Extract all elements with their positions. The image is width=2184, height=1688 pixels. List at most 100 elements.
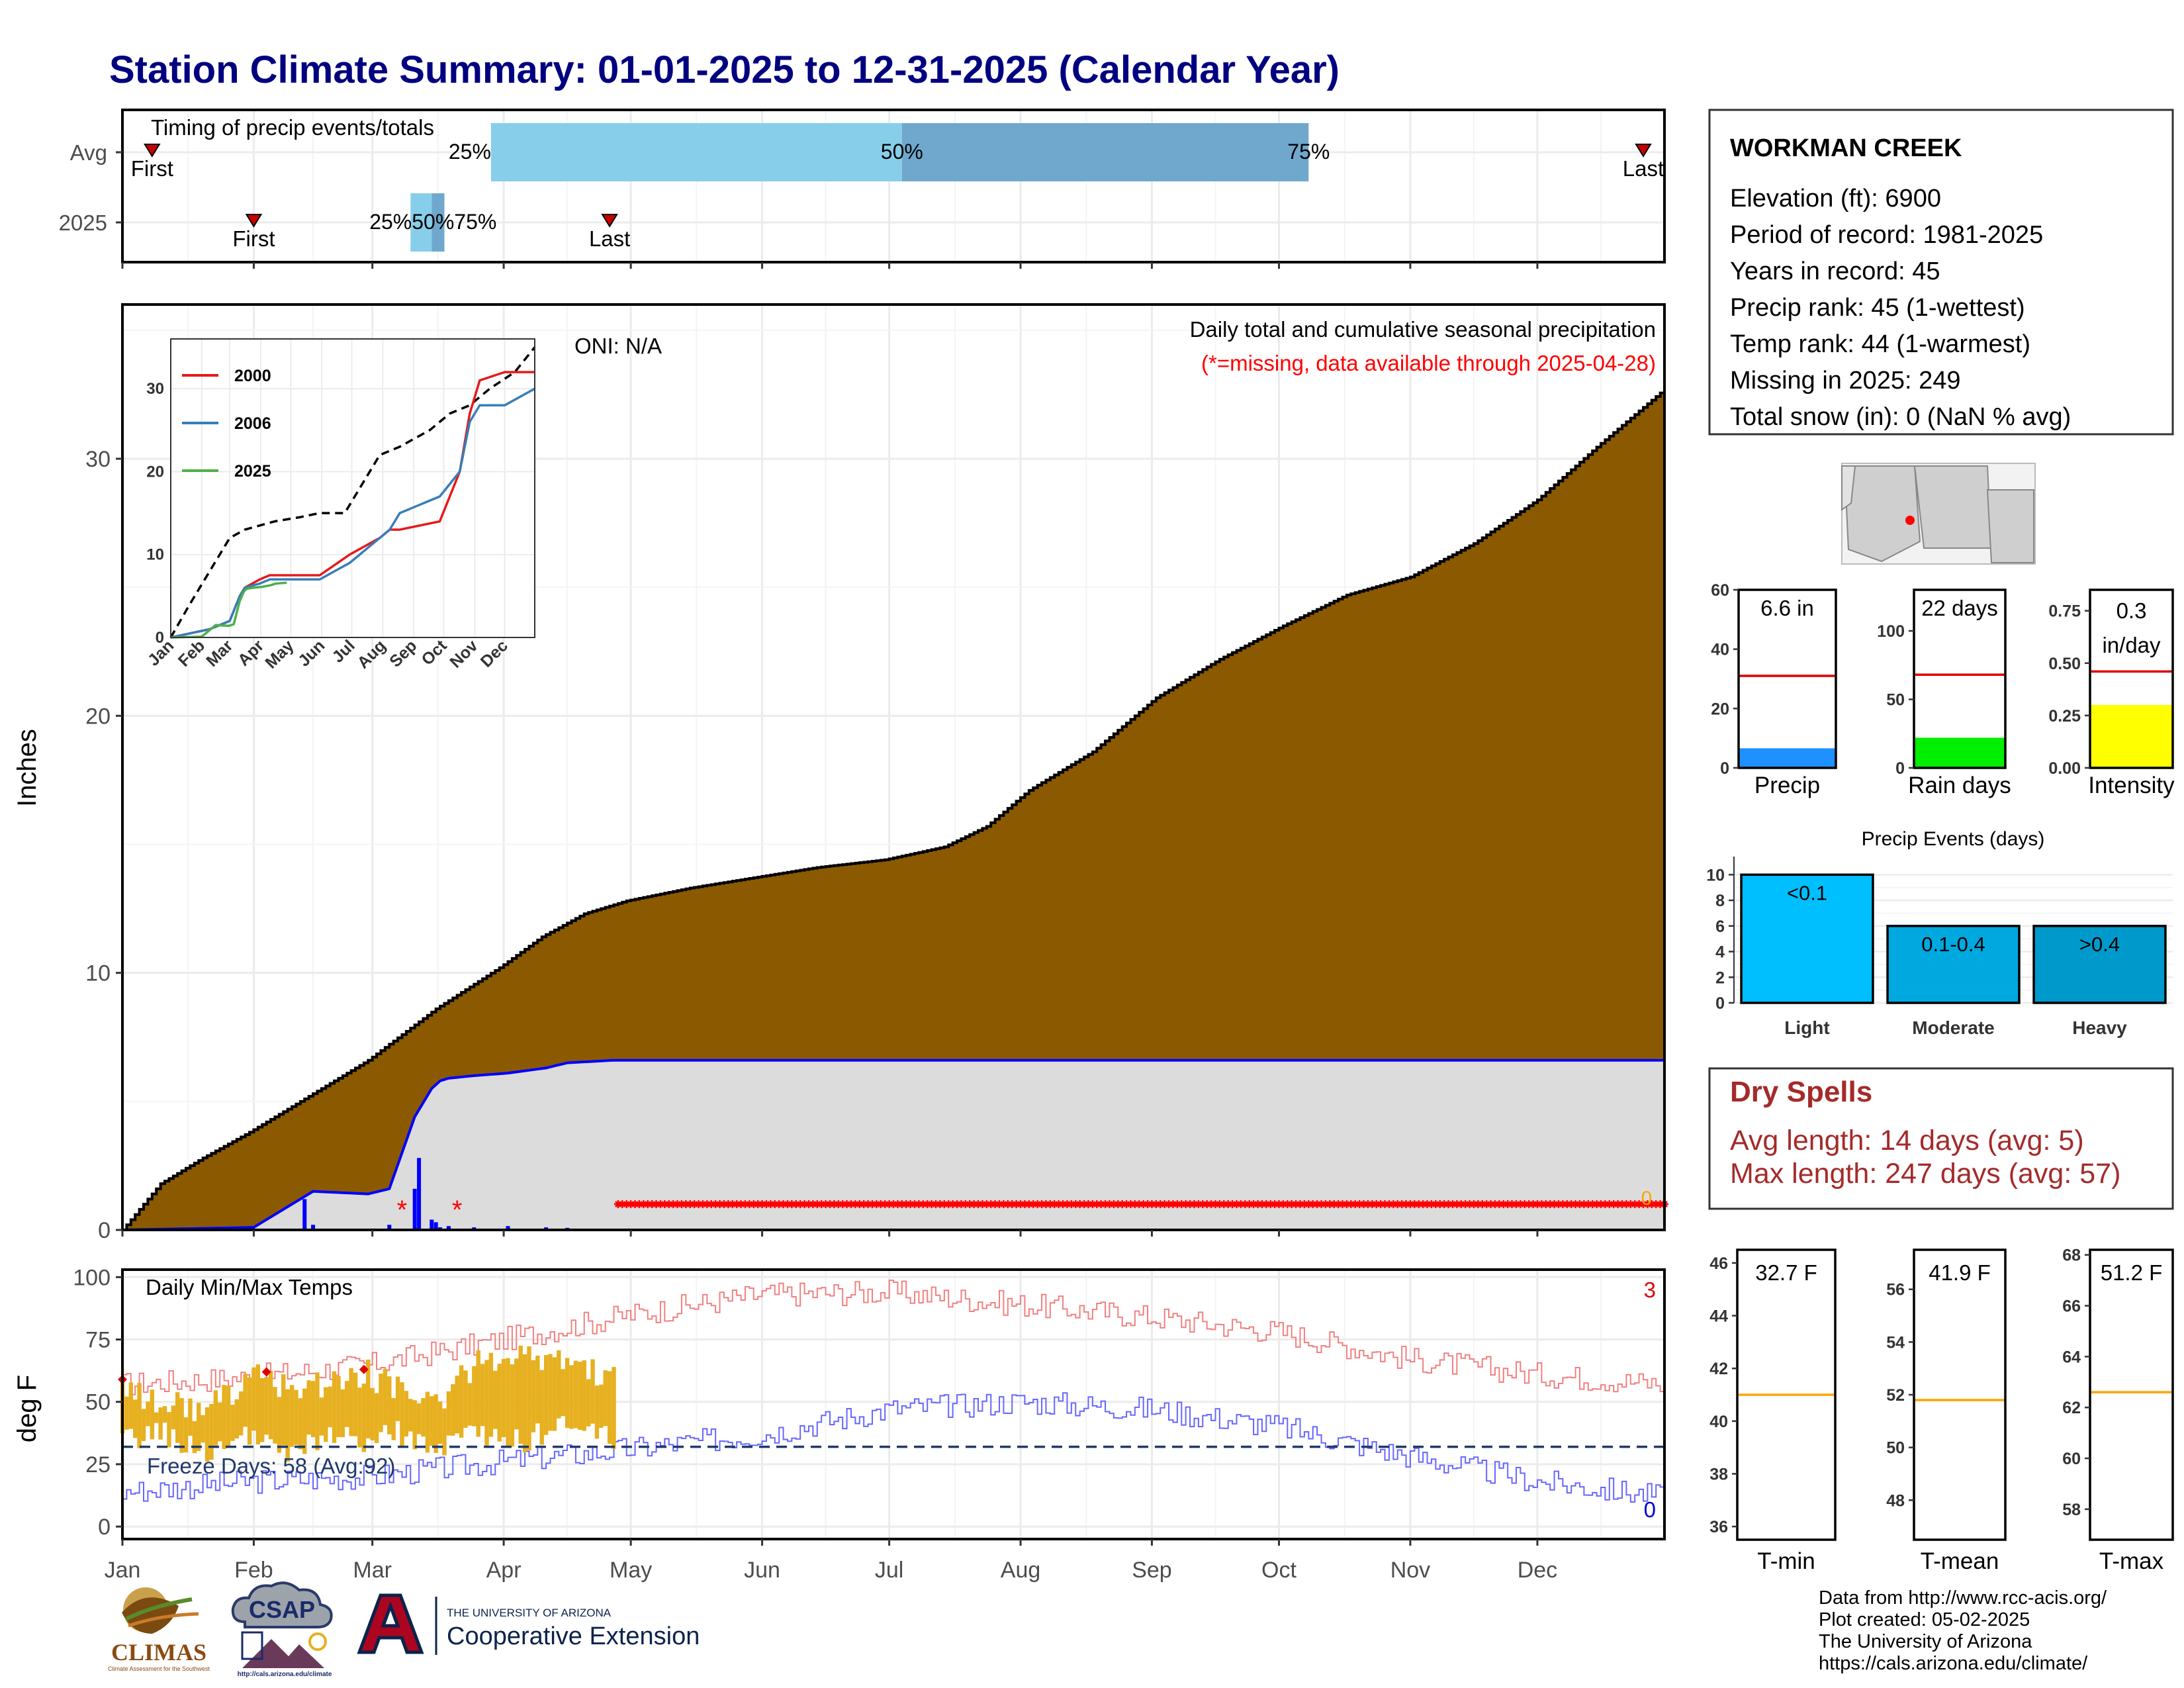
temp-observed-range-bar — [400, 1382, 404, 1446]
timing-title: Timing of precip events/totals — [151, 115, 434, 140]
x-axis-month-label: Dec — [1518, 1558, 1557, 1583]
csap-logo-text: CSAP — [249, 1596, 315, 1623]
temp-observed-range-bar — [374, 1393, 379, 1443]
temp-bar-y-tick-label: 58 — [2062, 1501, 2081, 1519]
temp-observed-range-bar — [539, 1370, 544, 1445]
events-title: Precip Events (days) — [1862, 828, 2045, 850]
climas-logo-subtext: Climate Assessment for the Southwest — [108, 1665, 210, 1672]
station-info-line: Missing in 2025: 249 — [1730, 367, 1961, 395]
footer-line: The University of Arizona — [1819, 1631, 2032, 1652]
events-bar-light — [1740, 873, 1874, 1004]
temp-observed-range-bar — [289, 1385, 295, 1447]
temp-observed-range-bar — [522, 1354, 527, 1453]
temp-observed-range-bar — [188, 1398, 193, 1436]
temp-observed-range-bar — [345, 1381, 349, 1427]
temp-observed-range-bar — [430, 1396, 434, 1446]
temp-observed-range-bar — [514, 1358, 519, 1430]
inset-x-tick-label: Aug — [353, 636, 389, 672]
timing-avg-first-label: First — [131, 156, 173, 181]
temp-bar-y-tick-label: 50 — [1886, 1439, 1905, 1458]
events-y-tick-label: 2 — [1715, 968, 1725, 987]
temp-observed-range-bar — [548, 1354, 553, 1431]
temp-observed-range-bar — [277, 1397, 282, 1453]
temp-observed-range-bar — [379, 1374, 383, 1432]
inset-y-tick-label: 20 — [146, 463, 164, 481]
events-y-tick-label: 0 — [1715, 994, 1725, 1013]
precip-daily-bar — [302, 1199, 307, 1230]
summary-bar-y-tick-label: 50 — [1886, 691, 1905, 710]
temp-observed-range-bar — [247, 1377, 252, 1445]
temp-observed-range-bar — [353, 1372, 358, 1436]
temp-observed-range-bar — [472, 1366, 477, 1427]
summary-bar-1-value-label: 22 days — [1921, 596, 1998, 620]
climas-logo-text: CLIMAS — [111, 1639, 206, 1665]
temp-observed-range-bar — [463, 1370, 468, 1428]
dry-spells-box — [1708, 1067, 2174, 1210]
summary-bar-y-tick-label: 40 — [1711, 641, 1729, 659]
temp-observed-range-bar — [561, 1369, 565, 1417]
summary-bar-2-label: Intensity — [2088, 773, 2175, 798]
station-info-line: Temp rank: 44 (1-warmest) — [1730, 330, 2030, 358]
timing-2025-last-marker — [601, 214, 618, 228]
temp-bar-y-tick-label: 66 — [2062, 1297, 2081, 1316]
temp-bar-y-tick-label: 56 — [1886, 1281, 1905, 1299]
x-axis-month-label: Jul — [875, 1558, 903, 1583]
temp-observed-range-bar — [476, 1350, 480, 1437]
temp-bar-y-tick-label: 44 — [1709, 1307, 1728, 1326]
precip-y-tick-label: 10 — [85, 961, 111, 986]
inset-x-tick-label: May — [261, 636, 297, 672]
locator-map-station-dot — [1905, 516, 1915, 525]
temp-observed-range-bar — [467, 1383, 473, 1426]
x-axis-month-label: Mar — [353, 1558, 392, 1583]
temp-observed-range-bar — [594, 1385, 600, 1439]
temp-observed-range-bar — [141, 1409, 146, 1441]
summary-bar-1-value — [1914, 737, 2005, 768]
temp-observed-range-bar — [391, 1397, 396, 1440]
temp-observed-range-bar — [357, 1387, 362, 1448]
summary-bar-y-tick-label: 20 — [1711, 700, 1729, 718]
temp-bar-y-tick-label: 62 — [2062, 1399, 2081, 1417]
x-axis-month-label: Sep — [1132, 1558, 1172, 1583]
dry-spells-title: Dry Spells — [1730, 1076, 1872, 1108]
temp-record-marker — [359, 1364, 369, 1374]
inset-legend-label: 2000 — [234, 367, 271, 385]
temp-observed-range-bar — [484, 1360, 489, 1448]
precip-daily-bar — [412, 1188, 417, 1230]
precip-y-axis-label: Inches — [13, 729, 42, 807]
events-bar-label: 0.1-0.4 — [1921, 933, 1985, 956]
temp-bar-2-label: T-max — [2099, 1548, 2164, 1574]
summary-bar-0-value-label: 6.6 in — [1760, 596, 1814, 620]
temp-y-tick-label: 50 — [85, 1390, 111, 1415]
events-bar-heavy — [2032, 925, 2167, 1004]
temp-observed-range-bar — [336, 1376, 341, 1438]
temp-observed-range-bar — [387, 1376, 392, 1434]
station-name: WORKMAN CREEK — [1730, 134, 1962, 162]
temp-observed-range-bar — [192, 1421, 197, 1454]
summary-bar-2-value-label: in/day — [2102, 633, 2161, 657]
temp-bar-y-tick-label: 46 — [1709, 1254, 1728, 1273]
temp-observed-range-bar — [552, 1357, 557, 1431]
temp-observed-range-bar — [324, 1387, 328, 1442]
temp-observed-range-bar — [268, 1370, 273, 1440]
summary-bar-y-tick-label: 0.25 — [2048, 707, 2081, 726]
x-axis-month-label: Feb — [234, 1558, 273, 1583]
events-y-tick-label: 8 — [1715, 892, 1725, 910]
temp-observed-range-bar — [310, 1381, 316, 1438]
temp-observed-range-bar — [239, 1391, 244, 1436]
events-y-tick-label: 10 — [1706, 866, 1725, 884]
temp-bar-y-tick-label: 68 — [2062, 1246, 2081, 1265]
temp-bar-y-tick-label: 54 — [1886, 1333, 1905, 1352]
summary-bar-0-label: Precip — [1754, 773, 1820, 798]
page-title: Station Climate Summary: 01-01-2025 to 1… — [109, 48, 1340, 91]
temp-avg-max-line — [122, 1280, 1665, 1395]
freeze-days-label: Freeze Days: 58 (Avg:92) — [147, 1454, 395, 1478]
temp-observed-range-bar — [167, 1411, 171, 1448]
temp-observed-range-bar — [416, 1403, 422, 1434]
csap-logo: CSAP http://cals.arizona.edu/climate — [225, 1575, 344, 1679]
inset-border — [170, 338, 535, 638]
temp-observed-range-bar — [493, 1370, 498, 1429]
temp-bar-0-frame — [1736, 1248, 1837, 1541]
temp-observed-range-bar — [501, 1358, 506, 1437]
